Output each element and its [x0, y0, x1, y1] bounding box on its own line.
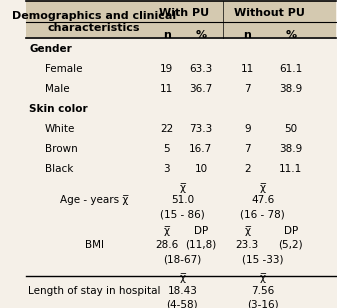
Text: 7.56: 7.56	[251, 286, 274, 296]
Text: 11: 11	[241, 64, 254, 74]
Text: 10: 10	[194, 164, 208, 174]
Text: n: n	[243, 30, 251, 40]
Text: 5: 5	[163, 144, 170, 154]
Text: χ̅: χ̅	[179, 273, 185, 283]
Text: (5,2): (5,2)	[278, 240, 303, 250]
Text: 11: 11	[160, 84, 174, 94]
Text: 9: 9	[244, 124, 251, 134]
Text: 7: 7	[244, 84, 251, 94]
Text: Brown: Brown	[44, 144, 77, 154]
Text: 19: 19	[160, 64, 174, 74]
Text: χ̅: χ̅	[260, 183, 266, 193]
Text: 22: 22	[160, 124, 174, 134]
Text: (18-67): (18-67)	[163, 254, 202, 264]
Text: Demographics and clinical
characteristics: Demographics and clinical characteristic…	[12, 11, 176, 33]
Text: χ̅: χ̅	[164, 226, 170, 237]
Text: %: %	[195, 30, 207, 40]
Text: Age - years χ̅: Age - years χ̅	[60, 195, 128, 205]
Text: DP: DP	[194, 226, 208, 237]
Text: With PU: With PU	[159, 8, 209, 18]
Text: (3-16): (3-16)	[247, 300, 279, 308]
Text: Male: Male	[44, 84, 69, 94]
Text: 47.6: 47.6	[251, 195, 274, 205]
Text: BMI: BMI	[85, 240, 103, 250]
Text: χ̅: χ̅	[244, 226, 250, 237]
Text: (11,8): (11,8)	[185, 240, 217, 250]
Text: 38.9: 38.9	[279, 144, 302, 154]
Text: (4-58): (4-58)	[166, 300, 198, 308]
Text: 38.9: 38.9	[279, 84, 302, 94]
Text: White: White	[44, 124, 75, 134]
Text: 63.3: 63.3	[189, 64, 213, 74]
Text: 73.3: 73.3	[189, 124, 213, 134]
Text: 18.43: 18.43	[167, 286, 197, 296]
Text: 16.7: 16.7	[189, 144, 213, 154]
Text: DP: DP	[284, 226, 298, 237]
Text: 11.1: 11.1	[279, 164, 302, 174]
Text: 51.0: 51.0	[171, 195, 194, 205]
Text: Gender: Gender	[29, 44, 72, 54]
Text: 3: 3	[163, 164, 170, 174]
Text: Black: Black	[44, 164, 73, 174]
Text: %: %	[285, 30, 296, 40]
Text: Length of stay in hospital: Length of stay in hospital	[28, 286, 160, 296]
FancyBboxPatch shape	[26, 2, 336, 37]
Text: 36.7: 36.7	[189, 84, 213, 94]
Text: 61.1: 61.1	[279, 64, 302, 74]
Text: (15 -33): (15 -33)	[242, 254, 284, 264]
Text: 50: 50	[284, 124, 297, 134]
Text: χ̅: χ̅	[179, 183, 185, 193]
Text: Without PU: Without PU	[234, 8, 305, 18]
Text: Female: Female	[44, 64, 82, 74]
Text: 23.3: 23.3	[236, 240, 259, 250]
Text: 28.6: 28.6	[155, 240, 179, 250]
Text: 7: 7	[244, 144, 251, 154]
Text: Skin color: Skin color	[29, 104, 88, 114]
Text: n: n	[163, 30, 171, 40]
Text: χ̅: χ̅	[260, 273, 266, 283]
Text: (16 - 78): (16 - 78)	[241, 210, 285, 220]
Text: (15 - 86): (15 - 86)	[160, 210, 205, 220]
Text: 2: 2	[244, 164, 251, 174]
